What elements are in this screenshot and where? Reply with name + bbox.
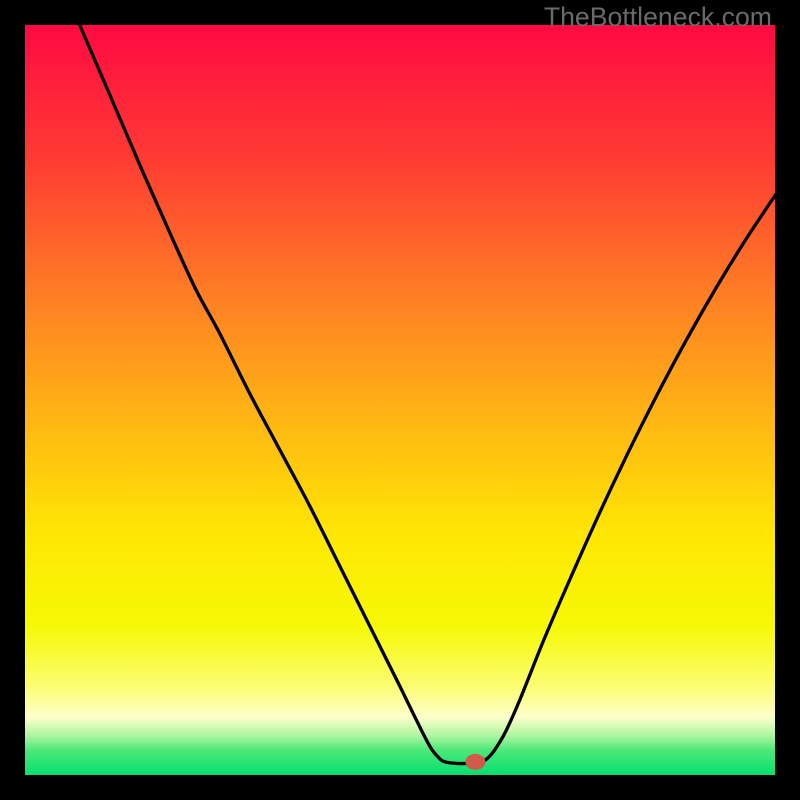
plot-area [23, 23, 777, 777]
optimal-marker [465, 754, 485, 770]
stage: TheBottleneck.com [0, 0, 800, 800]
watermark-text: TheBottleneck.com [544, 2, 772, 33]
plot-svg [23, 23, 777, 777]
gradient-background [23, 23, 777, 777]
